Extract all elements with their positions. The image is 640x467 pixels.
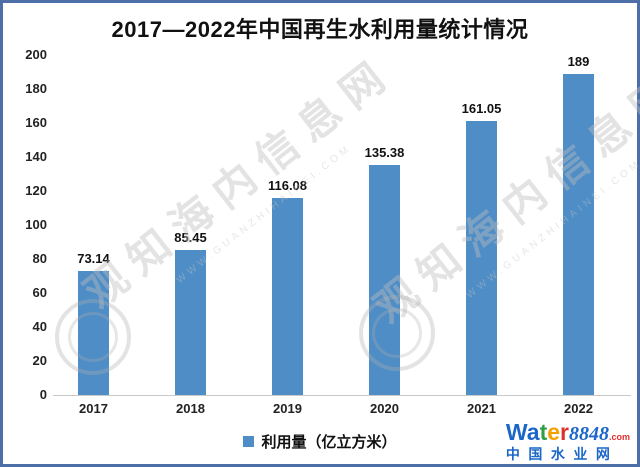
logo-letter: r [560,419,569,445]
bar-2017 [78,270,109,395]
y-axis-tick-120: 120 [25,183,47,198]
y-axis-tick-160: 160 [25,115,47,130]
logo-letter: t [539,419,548,445]
plot-area: 0 20 40 60 80 100 120 140 160 180 200 73.14 2017 85.4… [3,3,637,464]
water8848-logo: Water8848.com 中国水业网 [505,419,630,462]
chart-title: 2017—2022年中国再生水利用量统计情况 [111,17,529,42]
y-axis-tick-60: 60 [32,285,47,300]
y-axis-tick-180: 180 [25,81,47,96]
bar-value-label-2021: 161.05 [461,101,502,117]
bar-2022 [563,73,594,395]
y-axis-tick-40: 40 [32,319,47,334]
logo-dotcom: .com [608,432,630,442]
y-axis-tick-200: 200 [25,47,47,62]
y-axis-tick-20: 20 [32,353,47,368]
x-axis-line [53,395,631,396]
logo-chinese-name: 中国水业网 [505,446,619,462]
y-axis-tick-100: 100 [25,217,47,232]
x-axis-label-2019: 2019 [273,401,302,416]
bar-value-label-2020: 135.38 [364,144,405,160]
bar-value-label-2022: 189 [567,53,590,69]
logo-letter: W [505,419,527,445]
bar-2020 [369,164,400,395]
bar-value-label-2018: 85.45 [174,229,207,245]
x-axis-label-2018: 2018 [176,401,205,416]
x-axis-label-2022: 2022 [564,401,593,416]
bar-2021 [466,121,497,395]
bar-2019 [272,197,303,395]
bar-value-label-2017: 73.14 [77,250,110,266]
y-axis-tick-140: 140 [25,149,47,164]
x-axis-label-2021: 2021 [467,401,496,416]
logo-letter: e [547,419,561,445]
logo-letter: a [526,419,540,445]
logo-number: 8848 [568,423,609,445]
legend-label: 利用量（亿立方米） [261,434,397,451]
bar-value-label-2019: 116.08 [267,177,308,193]
y-axis-tick-0: 0 [39,387,47,402]
legend: 利用量（亿立方米） [3,431,637,452]
y-axis-tick-80: 80 [32,251,47,266]
x-axis-label-2017: 2017 [79,401,108,416]
x-axis-label-2020: 2020 [370,401,399,416]
legend-marker-icon [243,436,255,447]
bar-2018 [175,249,206,395]
water8848-wordmark: Water8848.com [505,419,630,445]
